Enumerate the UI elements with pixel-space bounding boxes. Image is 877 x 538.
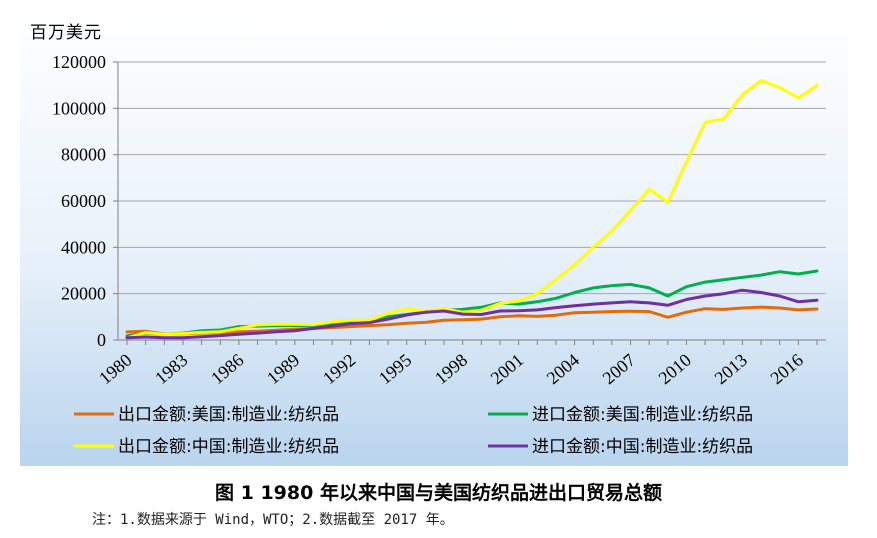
series-line-4 (125, 288, 819, 340)
series-line-3 (125, 79, 819, 340)
legend-label: 进口金额:美国:制造业:纺织品 (532, 405, 753, 425)
y-tick-label: 20000 (61, 284, 106, 304)
unit-label: 百万美元 (30, 23, 102, 43)
legend-label: 进口金额:中国:制造业:纺织品 (532, 437, 753, 457)
axes (113, 61, 826, 345)
chart-area: 0 20000 40000 60000 80000 100000 120000 1980 19… (20, 8, 848, 466)
legend-label: 出口金额:中国:制造业:纺织品 (118, 437, 339, 457)
y-tick-labels: 0 20000 40000 60000 80000 100000 120000 (52, 52, 106, 350)
figure-caption: 图 1 1980 年以来中国与美国纺织品进出口贸易总额 (215, 482, 662, 504)
series-line-1 (125, 305, 819, 336)
legend: 出口金额:美国:制造业:纺织品 进口金额:美国:制造业:纺织品出口金额:中国:制造… (74, 405, 753, 457)
source-note: 注：1.数据来源于 Wind，WTO；2.数据截至 2017 年。 (92, 512, 454, 528)
y-tick-label: 60000 (61, 191, 106, 211)
series-lines (125, 79, 819, 340)
y-tick-label: 80000 (61, 145, 106, 165)
gridlines (118, 61, 826, 295)
y-tick-label: 100000 (52, 98, 106, 118)
y-tick-label: 0 (97, 330, 106, 350)
chart-background (20, 8, 848, 466)
y-tick-label: 40000 (61, 237, 106, 257)
y-tick-label: 120000 (52, 52, 106, 72)
legend-label: 出口金额:美国:制造业:纺织品 (118, 405, 339, 425)
